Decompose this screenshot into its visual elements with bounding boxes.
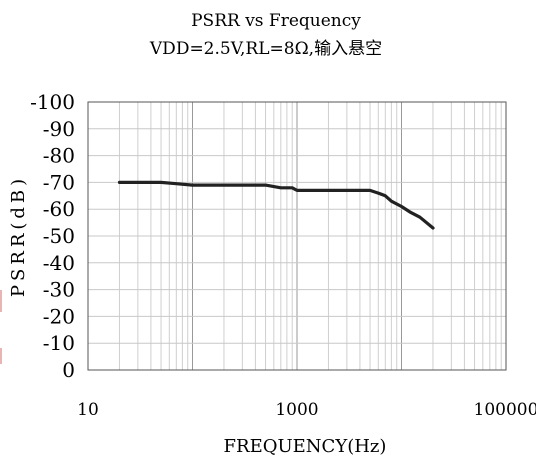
y-axis-label: PSRR(dB) [8,175,29,297]
psrr-series-line [117,180,435,230]
x-tick-labels: 10 1000 100000 [77,400,536,420]
y-tick-label: -20 [43,304,75,328]
y-tick-label: -60 [43,197,75,221]
x-tick-label: 10 [77,400,99,420]
x-axis-label: FREQUENCY(Hz) [224,436,387,457]
y-tick-label: 0 [62,358,75,382]
y-tick-labels: -100-90-80-70-60-50-40-30-20-100 [30,90,75,382]
chart-subtitle: VDD=2.5V,RL=8Ω,输入悬空 [149,39,382,59]
x-tick-label: 1000 [275,400,318,420]
edge-mark-lower [0,348,2,364]
x-tick-label: 100000 [474,400,536,420]
y-tick-label: -100 [30,90,75,114]
plot-frame [87,101,507,371]
edge-mark-upper [0,290,2,312]
grid-lines [88,101,506,371]
y-tick-label: -30 [43,278,75,302]
y-tick-label: -70 [43,170,75,194]
y-tick-label: -40 [43,251,75,275]
y-tick-label: -10 [43,331,75,355]
y-tick-label: -50 [43,224,75,248]
chart-title: PSRR vs Frequency [191,11,361,31]
y-tick-label: -90 [43,117,75,141]
series-layer [117,180,435,230]
y-tick-label: -80 [43,144,75,168]
